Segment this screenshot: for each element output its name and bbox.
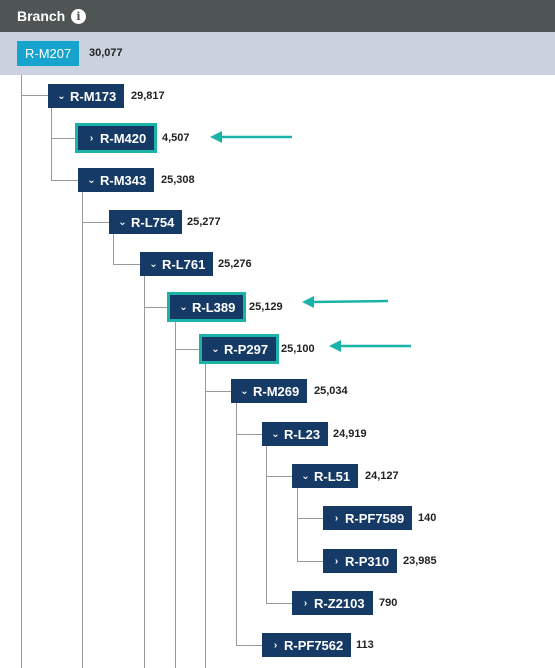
- node-label: R-M269: [253, 383, 300, 399]
- node-label: R-L51: [314, 468, 351, 484]
- tree-connector: [113, 234, 114, 265]
- node-label: R-P310: [345, 553, 390, 569]
- chevron-down-icon: ⌄: [301, 470, 310, 482]
- info-icon[interactable]: i: [71, 9, 86, 24]
- chevron-down-icon: ⌄: [179, 301, 188, 313]
- tree-node-r-p310[interactable]: › R-P310: [323, 549, 398, 573]
- chevron-right-icon: ›: [89, 132, 94, 144]
- chevron-down-icon: ⌄: [240, 385, 249, 397]
- node-label: R-L389: [192, 299, 236, 315]
- tree-node-r-p297[interactable]: ⌄ R-P297: [198, 334, 280, 364]
- node-count: 25,129: [249, 301, 283, 313]
- node-label: R-L754: [131, 214, 175, 230]
- tree-node-r-m343[interactable]: ⌄ R-M343: [78, 168, 155, 192]
- tree-connector: [266, 476, 292, 477]
- tree-connector: [175, 349, 201, 350]
- tree-node-r-l389[interactable]: ⌄ R-L389: [166, 292, 247, 322]
- node-count: 23,985: [403, 555, 437, 567]
- tree-connector: [82, 192, 83, 668]
- annotation-arrow: [329, 340, 411, 352]
- tree-connector: [113, 264, 140, 265]
- chevron-down-icon: ⌄: [57, 90, 66, 102]
- tree-connector: [144, 276, 145, 668]
- node-count: 140: [418, 512, 437, 524]
- chevron-right-icon: ›: [334, 512, 339, 524]
- node-label: R-M420: [100, 130, 147, 146]
- node-count: 113: [356, 639, 374, 651]
- tree-connector: [236, 645, 262, 646]
- root-node-button[interactable]: R-M207: [17, 41, 80, 66]
- annotation-arrow: [210, 131, 292, 143]
- tree-connector: [175, 319, 176, 668]
- chevron-right-icon: ›: [334, 555, 339, 567]
- tree-node-r-l51[interactable]: ⌄ R-L51: [292, 464, 359, 488]
- node-count: 25,277: [187, 216, 221, 228]
- panel-header: Branch i: [0, 0, 555, 32]
- tree-connector: [51, 138, 78, 139]
- node-count: 25,034: [314, 385, 348, 397]
- node-count: 29,817: [131, 90, 165, 102]
- chevron-right-icon: ›: [273, 639, 278, 651]
- node-count: 24,919: [333, 428, 367, 440]
- tree-connector: [82, 222, 109, 223]
- node-count: 25,308: [161, 174, 195, 186]
- tree-connector: [205, 391, 231, 392]
- node-count: 24,127: [365, 470, 399, 482]
- panel-title: Branch: [17, 8, 66, 24]
- tree-connector: [297, 518, 323, 519]
- tree-node-r-m173[interactable]: ⌄ R-M173: [48, 84, 125, 108]
- tree-node-r-pf7589[interactable]: › R-PF7589: [323, 506, 413, 530]
- tree-node-r-z2103[interactable]: › R-Z2103: [292, 591, 373, 615]
- tree-connector: [297, 488, 298, 561]
- tree-node-r-m420[interactable]: › R-M420: [74, 123, 158, 153]
- node-label: R-M173: [70, 88, 117, 104]
- tree-node-r-l23[interactable]: ⌄ R-L23: [262, 422, 329, 446]
- chevron-down-icon: ⌄: [211, 343, 220, 355]
- tree-connector: [297, 561, 323, 562]
- root-node-count: 30,077: [89, 47, 123, 59]
- tree-node-r-m269[interactable]: ⌄ R-M269: [231, 379, 308, 403]
- annotation-arrow: [302, 296, 389, 308]
- node-label: R-PF7589: [345, 510, 405, 526]
- tree-connector: [51, 180, 78, 181]
- tree-node-r-pf7562[interactable]: › R-PF7562: [262, 633, 352, 657]
- tree-connector: [236, 434, 262, 435]
- tree-connector: [21, 75, 22, 668]
- root-node-label: R-M207: [25, 46, 72, 61]
- tree-connector: [21, 95, 48, 96]
- chevron-down-icon: ⌄: [271, 428, 280, 440]
- node-label: R-L761: [162, 256, 206, 272]
- node-count: 25,276: [218, 258, 252, 270]
- node-count: 25,100: [281, 343, 315, 355]
- node-label: R-Z2103: [314, 595, 365, 611]
- root-row: [0, 32, 555, 75]
- tree-node-r-l761[interactable]: ⌄ R-L761: [140, 252, 214, 276]
- chevron-right-icon: ›: [303, 597, 308, 609]
- tree-connector: [236, 403, 237, 646]
- chevron-down-icon: ⌄: [87, 174, 96, 186]
- tree-connector: [266, 603, 292, 604]
- tree-connector: [51, 107, 52, 181]
- node-count: 4,507: [162, 132, 190, 144]
- node-label: R-P297: [224, 341, 269, 357]
- chevron-down-icon: ⌄: [149, 258, 158, 270]
- chevron-down-icon: ⌄: [118, 216, 127, 228]
- tree-node-r-l754[interactable]: ⌄ R-L754: [109, 210, 183, 234]
- node-label: R-L23: [284, 426, 321, 442]
- node-label: R-M343: [100, 172, 147, 188]
- tree-connector: [144, 307, 170, 308]
- tree-connector: [205, 361, 206, 668]
- tree-connector: [266, 446, 267, 603]
- node-label: R-PF7562: [284, 637, 344, 653]
- node-count: 790: [379, 597, 398, 609]
